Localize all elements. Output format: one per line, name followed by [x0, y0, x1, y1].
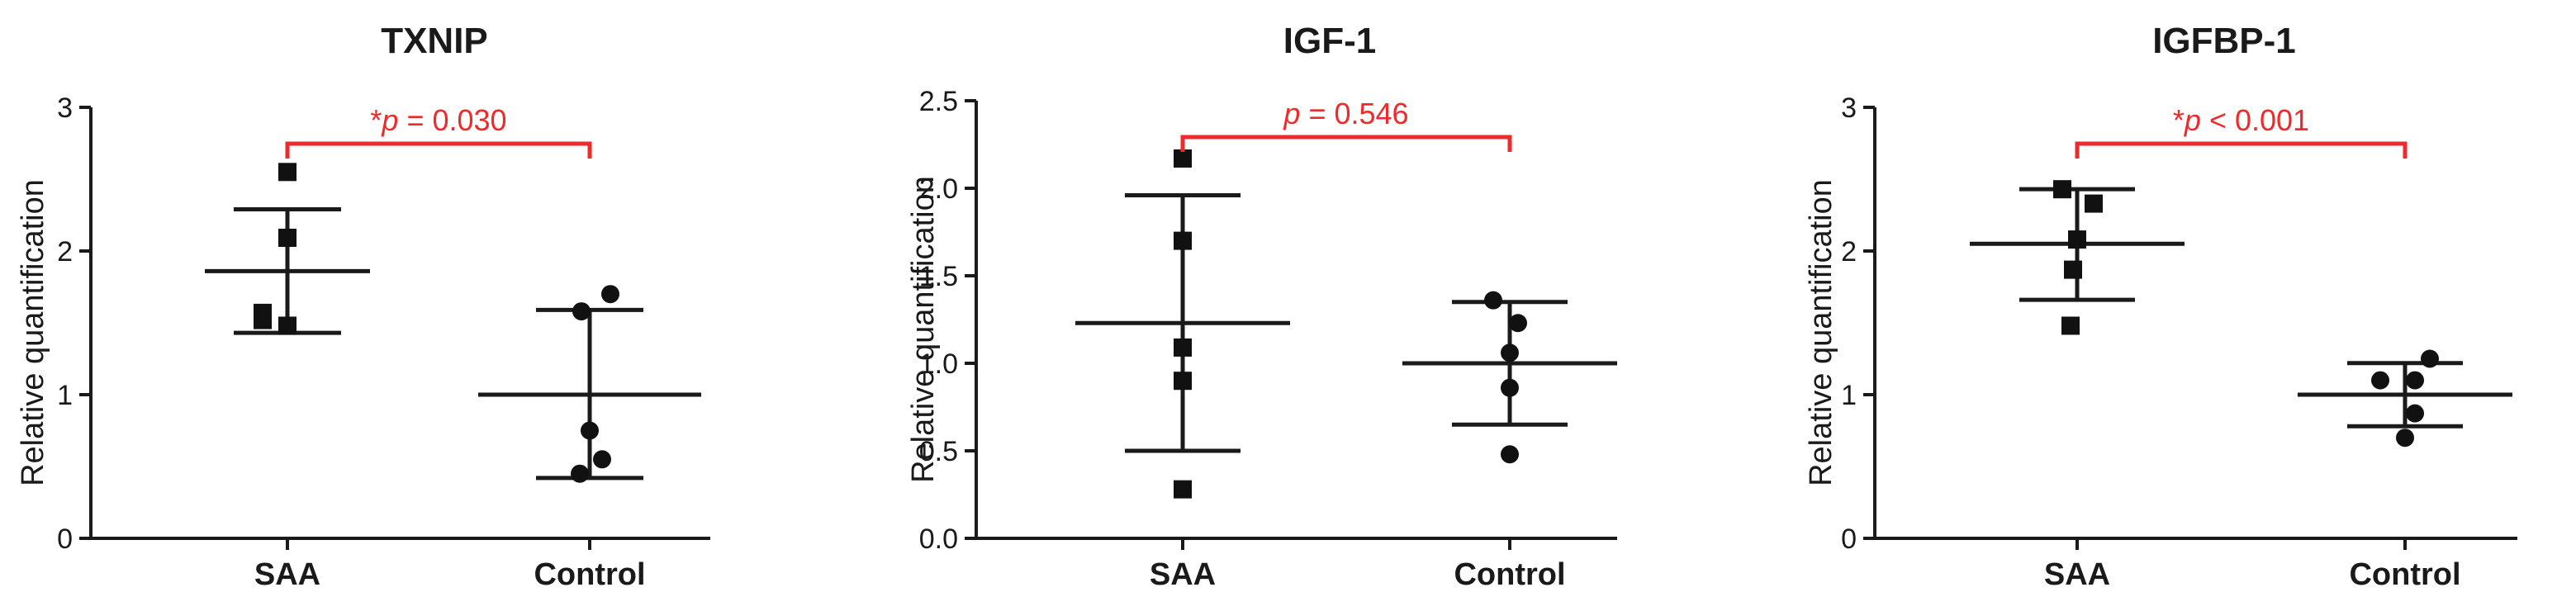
y-tick-label: 0 [1841, 523, 1857, 555]
data-point [2053, 180, 2071, 199]
data-point [1174, 149, 1192, 168]
significance-bracket [1180, 135, 1512, 152]
significance-bracket [285, 141, 592, 159]
data-point [2061, 316, 2080, 335]
data-point [1174, 372, 1192, 391]
data-point [572, 302, 591, 321]
series-control [1402, 291, 1617, 464]
p-symbol: p [1283, 97, 1300, 130]
p-value-annotation: p = 0.546 [1283, 97, 1408, 130]
series-saa [205, 163, 370, 335]
p-symbol: p [2184, 103, 2201, 137]
y-tick-label: 0.0 [919, 523, 958, 555]
y-axis-label: Relative quantification [906, 176, 941, 483]
y-tick-label: 0 [57, 523, 73, 555]
y-tick-label: 3 [1841, 92, 1857, 124]
data-point [1484, 291, 1502, 310]
y-tick-label: 2.5 [919, 86, 958, 117]
x-tick-label: Control [2349, 557, 2460, 592]
y-tick-label: 2 [57, 236, 73, 268]
data-point [278, 163, 297, 182]
data-point [1501, 343, 1519, 362]
significance-bracket [2075, 141, 2408, 159]
series-saa [1075, 149, 1290, 499]
data-point [254, 310, 272, 329]
y-axis-label: Relative quantification [16, 179, 50, 486]
data-point [1509, 314, 1527, 333]
data-point [581, 421, 599, 440]
significance-star: * [370, 103, 382, 137]
x-tick-label: SAA [1150, 557, 1216, 592]
data-point [1174, 231, 1192, 250]
series-control [478, 285, 701, 483]
data-point [2396, 429, 2414, 448]
chart-panel-2: IGF-1 Relative quantification 0.0 0.5 1.0 1.5… [906, 21, 1617, 592]
series-control [2298, 349, 2512, 448]
data-point [1501, 445, 1519, 464]
data-point [2085, 194, 2103, 213]
data-point [278, 229, 297, 247]
p-value: = 0.546 [1300, 97, 1408, 130]
data-point [1174, 338, 1192, 357]
x-tick-label: Control [534, 557, 645, 592]
data-point [593, 450, 611, 469]
chart-panel-1: TXNIP Relative quantification 0 1 2 3 SAA Contr… [16, 21, 710, 592]
y-tick-label: 1 [1841, 380, 1857, 411]
x-tick-label: SAA [254, 557, 320, 592]
data-point [278, 316, 297, 335]
significance-star: * [2173, 103, 2185, 137]
y-tick-label: 2 [1841, 236, 1857, 268]
x-tick-label: SAA [2044, 557, 2110, 592]
chart-title: IGF-1 [1283, 21, 1376, 61]
data-point [2371, 371, 2389, 390]
p-symbol: p [381, 103, 398, 137]
data-point [571, 464, 589, 483]
p-value-annotation: *p = 0.030 [370, 103, 506, 137]
chart-title: TXNIP [381, 21, 488, 61]
data-point [2421, 349, 2439, 368]
data-point [2068, 230, 2086, 249]
p-value: = 0.030 [398, 103, 506, 137]
y-tick-label: 1 [57, 380, 73, 411]
data-point [1501, 378, 1519, 397]
y-tick-label: 3 [57, 92, 73, 124]
data-point [2406, 371, 2424, 390]
series-saa [1970, 180, 2185, 335]
chart-title: IGFBP-1 [2152, 21, 2296, 61]
data-point [1174, 480, 1192, 499]
y-tick-label: 0.5 [919, 436, 958, 467]
data-point [2064, 260, 2082, 279]
y-tick-label: 1.0 [919, 348, 958, 380]
y-tick-label: 2.0 [919, 173, 958, 205]
data-point [601, 285, 619, 304]
chart-panel-3: IGFBP-1 Relative quantification 0 1 2 3 SAA Con… [1804, 21, 2517, 592]
p-value-annotation: *p < 0.001 [2173, 103, 2309, 137]
y-tick-label: 1.5 [919, 261, 958, 292]
y-axis-label: Relative quantification [1804, 179, 1838, 486]
x-tick-label: Control [1454, 557, 1565, 592]
data-point [2406, 404, 2424, 423]
p-value: < 0.001 [2201, 103, 2309, 137]
